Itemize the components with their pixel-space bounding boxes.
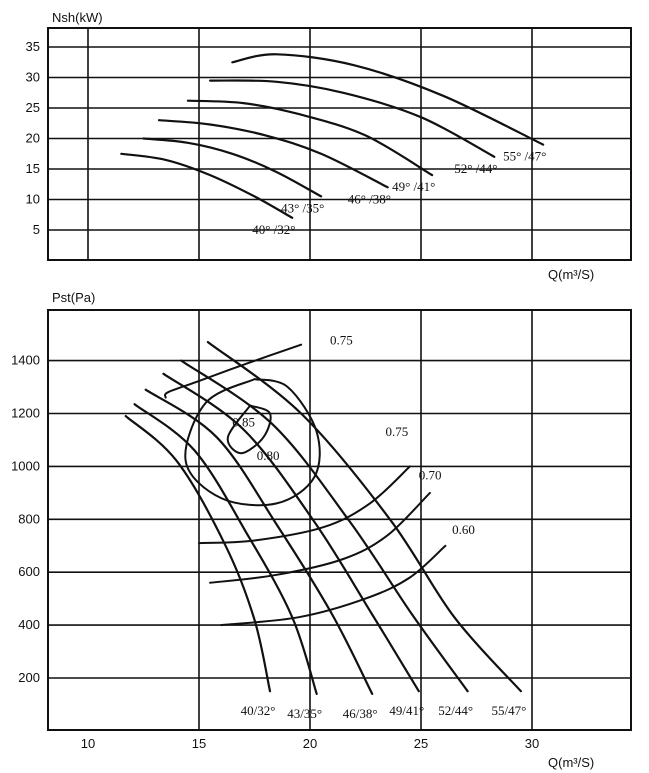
power-curve-label: 46° /38° [348,191,391,206]
power-curve-label: 49° /41° [392,179,435,194]
efficiency-contour [184,378,321,507]
efficiency-contour [209,491,431,584]
blade-angle-label: 43/35° [287,706,322,721]
power-y-tick-label: 10 [26,192,40,207]
power-curve [209,79,496,158]
power-curves [120,53,545,219]
power-curve [157,119,389,189]
efficiency-label: 0.75 [330,333,353,348]
pressure-y-axis-label: Pst(Pa) [52,290,95,305]
pressure-x-tick-label: 25 [414,736,428,751]
power-y-tick-label: 5 [33,222,40,237]
power-curve [142,137,323,198]
power-y-tick-label: 15 [26,161,40,176]
pressure-y-tick-label: 400 [18,617,40,632]
power-y-ticks: 5 10 15 20 25 30 35 [26,39,40,237]
blade-angle-curves [124,341,522,695]
efficiency-contour [198,465,411,545]
blade-angle-curve [133,403,318,695]
blade-angle-curve [162,372,420,693]
efficiency-label: 0.60 [452,522,475,537]
blade-angle-label: 52/44° [438,703,473,718]
efficiency-contour [220,544,447,627]
power-curve-label: 40° /32° [252,222,295,237]
power-grid [48,28,631,260]
efficiency-contour [164,343,303,399]
pressure-x-tick-label: 10 [81,736,95,751]
blade-angle-curve [206,341,522,693]
power-y-tick-label: 35 [26,39,40,54]
power-curve-label: 55° /47° [503,149,546,164]
pressure-y-tick-label: 1400 [11,353,40,368]
pressure-y-tick-label: 600 [18,564,40,579]
power-y-axis-label: Nsh(kW) [52,10,103,25]
power-y-tick-label: 20 [26,131,40,146]
power-curve [120,152,294,219]
power-x-axis-label: Q(m³/S) [548,267,594,282]
pressure-grid [48,310,631,730]
blade-angle-label: 40/32° [241,703,276,718]
pressure-y-tick-label: 200 [18,670,40,685]
pressure-x-tick-label: 15 [192,736,206,751]
power-y-tick-label: 30 [26,70,40,85]
power-curve [231,53,545,146]
pressure-chart: Pst(Pa) 200 400 600 800 1000 1200 1400 10 15 20 2… [11,290,632,770]
pressure-chart-labels: 40/32° 43/35° 46/38° 49/41° 52/44° 55/47° 0.75… [232,333,526,721]
pressure-x-axis-label: Q(m³/S) [548,755,594,770]
power-curve-label: 52° /44° [454,161,497,176]
power-chart-frame [47,27,632,261]
blade-angle-curve [144,388,374,695]
efficiency-contours [164,343,447,627]
power-curve [186,99,434,177]
power-y-tick-label: 25 [26,100,40,115]
pressure-y-tick-label: 1200 [11,406,40,421]
blade-angle-label: 46/38° [343,706,378,721]
efficiency-label: 0.85 [232,415,255,430]
blade-angle-label: 49/41° [389,703,424,718]
pressure-y-ticks: 200 400 600 800 1000 1200 1400 [11,353,40,685]
efficiency-label: 0.70 [419,468,442,483]
pressure-x-tick-label: 30 [525,736,539,751]
efficiency-contour [226,404,272,455]
efficiency-label: 0.80 [257,448,280,463]
pressure-y-tick-label: 800 [18,511,40,526]
pressure-x-ticks: 10 15 20 25 30 [81,736,539,751]
blade-angle-curve [180,359,469,693]
efficiency-label: 0.75 [385,424,408,439]
power-curve-label: 43° /35° [281,200,324,215]
pressure-y-tick-label: 1000 [11,458,40,473]
blade-angle-curve [124,415,272,693]
power-chart: Nsh(kW) 5 10 15 20 25 30 35 40° /32° 43° /35° 46… [26,10,632,282]
blade-angle-label: 55/47° [491,703,526,718]
power-curve-labels: 40° /32° 43° /35° 46° /38°49° /41° 52° /44°… [252,149,546,237]
pressure-x-tick-label: 20 [303,736,317,751]
